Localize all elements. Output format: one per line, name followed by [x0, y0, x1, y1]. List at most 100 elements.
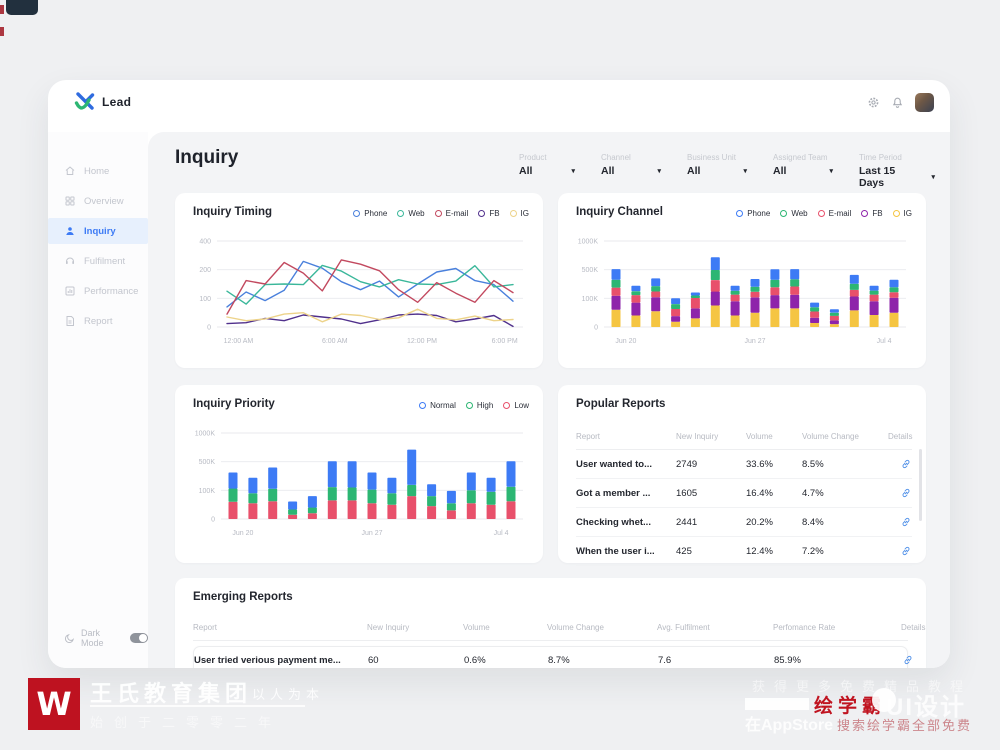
details-link-icon[interactable]: [900, 487, 912, 499]
legend-dot-icon: [817, 210, 825, 217]
user-avatar[interactable]: [915, 93, 934, 112]
col-report: Report: [193, 622, 218, 632]
svg-text:0: 0: [211, 517, 215, 524]
filter-label: Product: [519, 153, 547, 162]
filter-assigned-team[interactable]: Assigned Team All ▾: [773, 153, 833, 189]
sidebar-item-performance[interactable]: Performance: [48, 278, 148, 304]
details-link-icon[interactable]: [902, 654, 914, 666]
details-link-icon[interactable]: [900, 458, 912, 470]
svg-text:400: 400: [199, 239, 211, 246]
legend-item-e-mail[interactable]: E-mail: [817, 209, 852, 218]
card-inquiry-timing: Inquiry Timing Phone Web E-mail FB IG 0 100 20…: [175, 193, 543, 368]
legend-label: FB: [872, 209, 883, 218]
legend-item-ig[interactable]: IG: [509, 209, 529, 218]
page-title: Inquiry: [175, 147, 239, 168]
sidebar-nav: Home Overview Inquiry Fulfilment Performance…: [48, 132, 148, 334]
chevron-down-icon: ▾: [657, 168, 661, 175]
filter-business-unit[interactable]: Business Unit All ▾: [687, 153, 747, 189]
svg-text:100K: 100K: [199, 488, 216, 495]
scrollbar[interactable]: [919, 449, 922, 521]
col-volume: Volume: [746, 431, 773, 441]
chart-plot: 0 100K 500K 1000K Jun 20 Jun 27 Jul 4: [187, 417, 531, 554]
sidebar-item-label: Inquiry: [84, 225, 116, 237]
legend-dot-icon: [397, 210, 405, 217]
legend-label: E-mail: [828, 209, 852, 218]
col-avg-fulfilment: Avg. Fulfilment: [657, 622, 710, 632]
table-row: Checking whet... 2441 20.2% 8.4%: [576, 508, 912, 537]
emerging-reports-table: Report New Inquiry Volume Volume Change Avg.…: [193, 614, 925, 668]
watermark-appstore-line: 在AppStore 搜索绘学霸全部免费: [745, 711, 972, 735]
sidebar-item-overview[interactable]: Overview: [48, 188, 148, 214]
sidebar-item-fulfilment[interactable]: Fulfilment: [48, 248, 148, 274]
legend-item-low[interactable]: Low: [503, 401, 529, 410]
legend-dot-icon: [465, 402, 473, 409]
svg-text:1000K: 1000K: [195, 431, 216, 438]
legend-label: E-mail: [445, 209, 469, 218]
dark-mode-toggle[interactable]: [130, 633, 148, 643]
col-details: Details: [901, 622, 926, 632]
sidebar-item-label: Report: [84, 315, 113, 327]
inquiry-icon: [64, 225, 76, 237]
dark-mode-control[interactable]: Dark Mode: [64, 628, 148, 648]
screen-corner-artifact: [6, 0, 38, 15]
card-inquiry-channel: Inquiry Channel Phone Web E-mail FB IG 0 100K…: [558, 193, 926, 368]
legend-item-normal[interactable]: Normal: [419, 401, 456, 410]
filter-time-period[interactable]: Time Period Last 15 Days ▾: [859, 153, 935, 189]
notification-bell-icon[interactable]: [891, 96, 904, 109]
cell-report: User wanted to...: [576, 458, 653, 470]
legend-item-high[interactable]: High: [465, 401, 493, 410]
legend-item-ig[interactable]: IG: [892, 209, 912, 218]
col-new-inquiry: New Inquiry: [367, 622, 410, 632]
filter-channel[interactable]: Channel All ▾: [601, 153, 661, 189]
details-link-icon[interactable]: [900, 516, 912, 528]
svg-text:12:00 PM: 12:00 PM: [407, 338, 437, 345]
watermark-brand: 绘学霸: [814, 696, 887, 717]
legend-label: Low: [514, 401, 529, 410]
legend-label: Web: [408, 209, 425, 218]
legend-item-fb[interactable]: FB: [478, 209, 500, 218]
performance-icon: [64, 285, 76, 297]
watermark-tagline: 以人为本: [252, 687, 325, 702]
legend-item-phone[interactable]: Phone: [353, 209, 387, 218]
legend-item-web[interactable]: Web: [397, 209, 425, 218]
chart-title: Inquiry Priority: [193, 398, 275, 410]
filter-bar: Product All ▾ Channel All ▾ Business Unit All ▾ A…: [519, 153, 935, 189]
chevron-down-icon: ▾: [829, 168, 833, 175]
col-perfomance-rate: Perfomance Rate: [773, 622, 836, 632]
cell-volume: 12.4%: [746, 545, 773, 557]
details-link-icon[interactable]: [900, 545, 912, 557]
cell-report: User tried verious payment me...: [194, 654, 341, 666]
legend-item-phone[interactable]: Phone: [736, 209, 770, 218]
table-header-row: Report New Inquiry Volume Volume Change Avg.…: [193, 614, 925, 641]
chart-plot: 0 100K 500K 1000K Jun 20 Jun 27 Jul 4: [570, 225, 914, 362]
legend-item-e-mail[interactable]: E-mail: [434, 209, 469, 218]
settings-gear-icon[interactable]: [867, 96, 880, 109]
dark-mode-label: Dark Mode: [81, 628, 104, 648]
timing-chart: 0 100 200 400 12:00 AM 6:00 AM 12:00 PM 6:00 PM: [199, 239, 523, 345]
legend-dot-icon: [736, 210, 744, 217]
sidebar-item-label: Performance: [84, 285, 139, 297]
filter-label: Business Unit: [687, 153, 736, 162]
legend-label: Normal: [430, 401, 456, 410]
watermark-mascot-icon: [872, 688, 896, 712]
legend-dot-icon: [892, 210, 900, 217]
legend-label: Phone: [747, 209, 771, 218]
svg-text:Jul 4: Jul 4: [494, 530, 509, 537]
table-header-row: Report New Inquiry Volume Volume Change Deta…: [576, 423, 912, 450]
legend-item-web[interactable]: Web: [780, 209, 808, 218]
svg-text:6:00 PM: 6:00 PM: [492, 338, 518, 345]
sidebar-item-report[interactable]: Report: [48, 308, 148, 334]
cell-volume: 20.2%: [746, 516, 773, 528]
sidebar: Home Overview Inquiry Fulfilment Performance…: [48, 132, 148, 668]
sidebar-item-inquiry[interactable]: Inquiry: [48, 218, 148, 244]
filter-product[interactable]: Product All ▾: [519, 153, 575, 189]
app-name: Lead: [102, 95, 132, 109]
cell-volume-change: 8.5%: [802, 458, 824, 470]
sidebar-item-label: Fulfilment: [84, 255, 126, 267]
svg-text:Jun 20: Jun 20: [232, 530, 253, 537]
legend-item-fb[interactable]: FB: [861, 209, 883, 218]
filter-value: Last 15 Days: [859, 165, 896, 189]
svg-text:Jun 27: Jun 27: [744, 338, 765, 345]
sidebar-item-home[interactable]: Home: [48, 158, 148, 184]
screen-corner-mark: [0, 5, 4, 14]
